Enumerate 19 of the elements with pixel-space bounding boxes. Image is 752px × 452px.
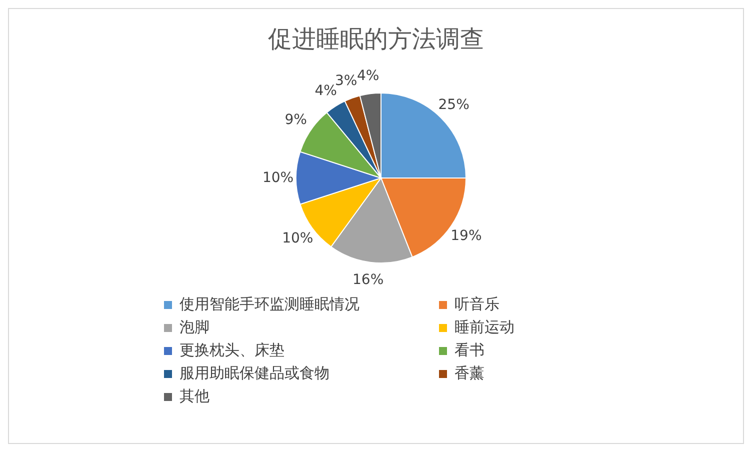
data-label: 4% <box>356 68 380 84</box>
legend-label: 看书 <box>454 341 484 360</box>
legend-label: 其他 <box>180 387 210 406</box>
data-label: 25% <box>438 97 470 114</box>
legend-label: 香薰 <box>454 364 484 383</box>
data-label: 9% <box>284 112 307 128</box>
data-label: 19% <box>450 228 482 244</box>
data-label: 16% <box>352 272 384 288</box>
data-label: 10% <box>262 170 294 186</box>
data-label: 3% <box>335 73 358 90</box>
legend-label: 听音乐 <box>454 295 500 314</box>
legend-label: 更换枕头、床垫 <box>180 341 284 360</box>
legend-label: 睡前运动 <box>454 318 514 337</box>
data-label: 4% <box>314 83 337 100</box>
chart-title: 促进睡眠的方法调查 <box>267 24 485 55</box>
legend-label: 使用智能手环监测睡眠情况 <box>180 295 360 314</box>
legend-label: 泡脚 <box>180 318 210 337</box>
data-label: 10% <box>282 230 314 247</box>
legend-label: 服用助眠保健品或食物 <box>180 364 330 383</box>
